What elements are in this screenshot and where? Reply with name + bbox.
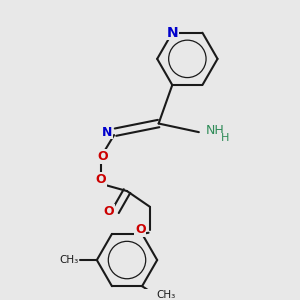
Text: CH₃: CH₃: [59, 255, 78, 265]
Text: CH₃: CH₃: [157, 290, 176, 300]
Text: H: H: [221, 134, 230, 143]
Text: N: N: [102, 126, 112, 139]
Text: O: O: [103, 205, 114, 218]
Text: N: N: [167, 26, 178, 40]
Text: O: O: [97, 150, 108, 163]
Text: NH: NH: [206, 124, 225, 136]
Text: O: O: [135, 224, 146, 236]
Text: O: O: [96, 173, 106, 186]
